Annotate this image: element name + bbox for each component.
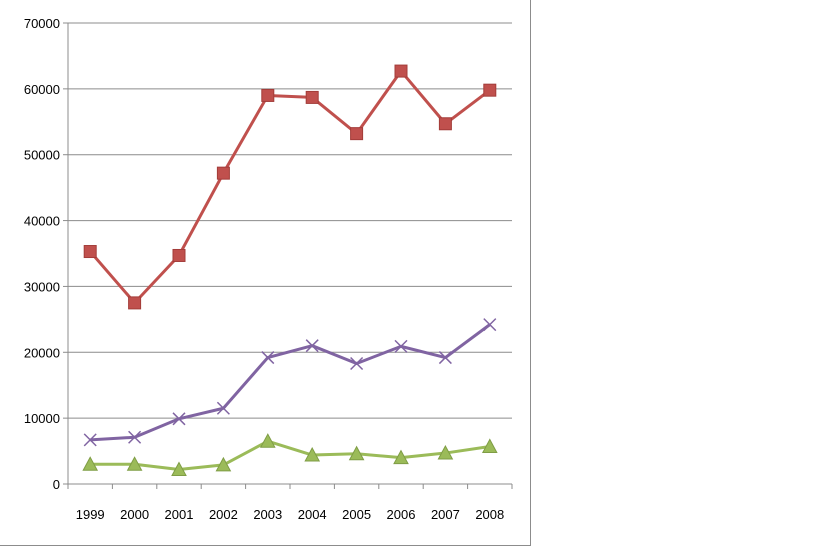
series-line bbox=[90, 439, 491, 472]
data-point bbox=[481, 438, 498, 453]
y-tick-label: 60000 bbox=[24, 82, 60, 97]
data-point bbox=[128, 296, 142, 310]
x-axis-tick-labels: 1999 2000 2001 2002 2003 2004 2005 2006 2007 2008 bbox=[76, 507, 505, 522]
data-point bbox=[172, 412, 186, 426]
y-tick-label: 10000 bbox=[24, 411, 60, 426]
y-axis-tick-labels: 0 10000 20000 30000 40000 50000 60000 70000 bbox=[24, 16, 60, 492]
data-point bbox=[483, 318, 497, 332]
data-point bbox=[261, 351, 275, 365]
data-point bbox=[128, 430, 142, 444]
series-2 bbox=[83, 318, 497, 447]
series-line bbox=[89, 69, 491, 305]
data-point bbox=[82, 456, 99, 471]
x-tick-label: 2005 bbox=[342, 507, 371, 522]
y-tick-label: 70000 bbox=[24, 16, 60, 31]
data-point bbox=[394, 64, 408, 78]
data-point bbox=[215, 456, 232, 472]
y-tick-label: 50000 bbox=[24, 148, 60, 163]
x-tick-label: 2008 bbox=[475, 507, 504, 522]
x-tick-label: 2006 bbox=[387, 507, 416, 522]
y-tick-label: 40000 bbox=[24, 214, 60, 229]
x-tick-label: 2004 bbox=[298, 507, 327, 522]
data-point bbox=[437, 444, 454, 460]
data-point bbox=[83, 245, 97, 259]
data-point bbox=[438, 351, 452, 365]
x-tick-label: 1999 bbox=[76, 507, 105, 522]
y-tick-label: 20000 bbox=[24, 345, 60, 360]
series-group bbox=[82, 64, 498, 477]
x-tick-label: 2000 bbox=[120, 507, 149, 522]
series-3 bbox=[82, 433, 498, 477]
x-tick-label: 2007 bbox=[431, 507, 460, 522]
data-point bbox=[259, 433, 276, 448]
data-point bbox=[261, 88, 275, 102]
data-point bbox=[83, 433, 97, 447]
x-tick-label: 2001 bbox=[165, 507, 194, 522]
series-1 bbox=[83, 64, 497, 310]
data-point bbox=[172, 248, 186, 262]
x-tick-label: 2002 bbox=[209, 507, 238, 522]
x-tick-label: 2003 bbox=[253, 507, 282, 522]
data-point bbox=[438, 117, 452, 131]
data-point bbox=[305, 339, 319, 353]
data-point bbox=[126, 456, 143, 471]
data-point bbox=[304, 446, 321, 462]
data-point bbox=[216, 401, 230, 415]
data-point bbox=[216, 166, 230, 180]
data-point bbox=[483, 83, 497, 97]
series-line bbox=[90, 323, 491, 442]
data-point bbox=[305, 90, 319, 104]
data-point bbox=[394, 339, 408, 353]
data-point bbox=[350, 127, 364, 141]
y-tick-label: 0 bbox=[53, 477, 60, 492]
y-tick-label: 30000 bbox=[24, 279, 60, 294]
axes bbox=[63, 22, 513, 489]
data-point bbox=[393, 449, 409, 465]
data-point bbox=[348, 445, 365, 461]
data-point bbox=[350, 356, 364, 371]
data-point bbox=[171, 461, 187, 477]
